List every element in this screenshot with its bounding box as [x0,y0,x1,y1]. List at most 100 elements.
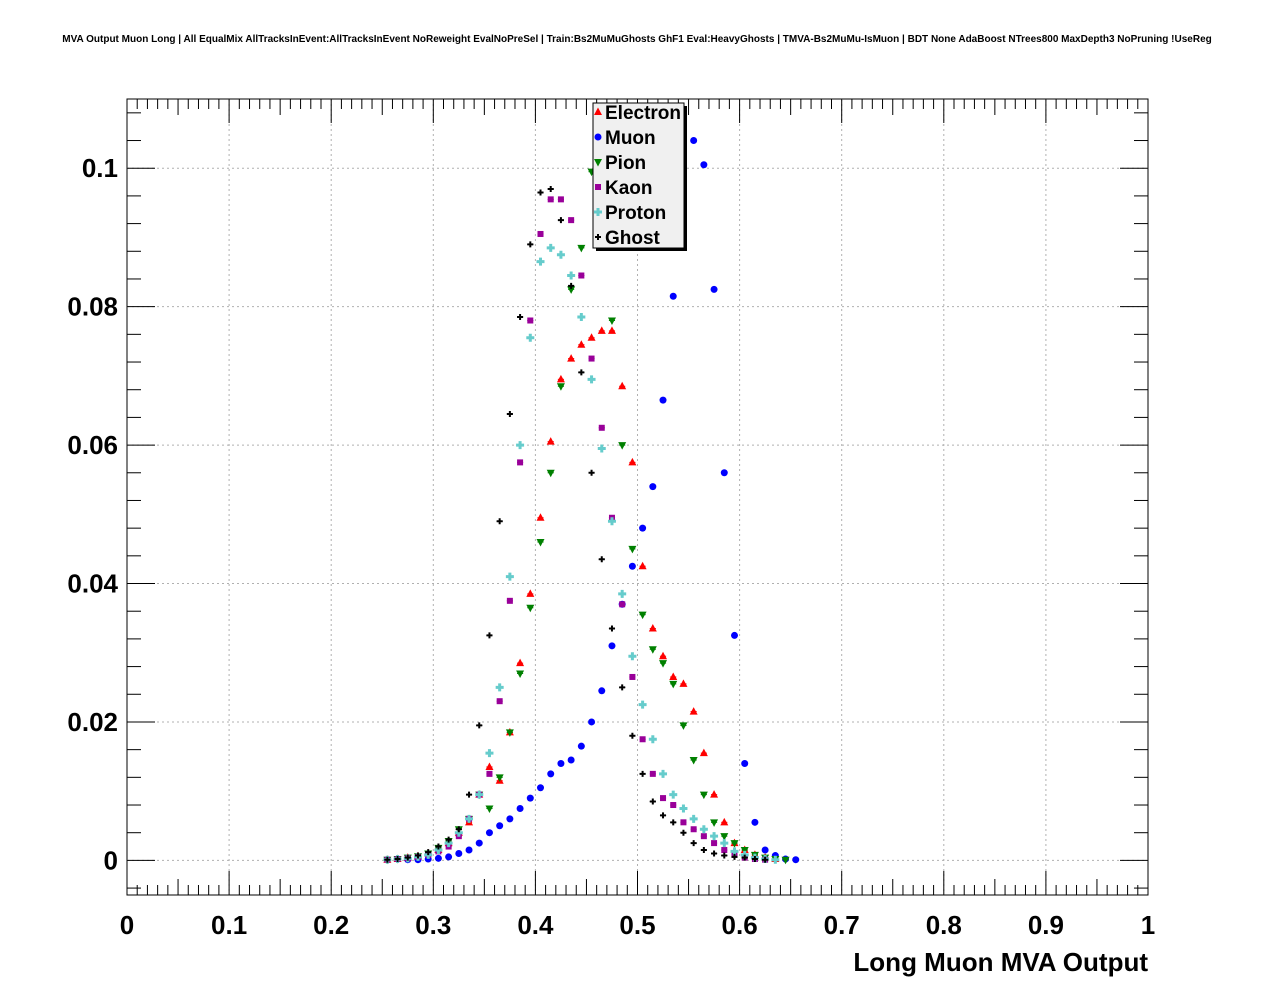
data-point [761,846,769,854]
data-point [669,672,678,680]
data-point [679,804,688,813]
data-point [608,642,616,650]
data-point [762,856,769,863]
legend-marker [594,159,602,167]
data-point [700,833,707,840]
y-tick-label: 0.02 [67,707,118,737]
data-point [475,790,484,799]
x-axis-title: Long Muon MVA Output [853,947,1148,977]
legend-entry-muon: Muon [594,128,656,149]
y-tick-label: 0.04 [67,569,118,599]
data-point [741,854,748,861]
data-point [546,469,555,478]
data-point [618,442,627,450]
data-point [517,314,524,321]
data-point [670,819,677,826]
data-point [577,244,586,253]
data-point [628,545,637,554]
data-point [516,441,525,450]
data-point [751,856,758,863]
data-point [730,840,739,848]
legend-entry-ghost: Ghost [595,228,661,249]
data-point [660,795,667,802]
data-point [730,847,739,856]
data-point [578,369,585,376]
data-point [649,798,656,805]
data-point [699,748,708,757]
data-point [506,410,513,417]
data-point [598,556,605,563]
data-point [445,853,453,861]
data-point [639,736,646,743]
x-tick-labels: 0 0.1 0.2 0.3 0.4 0.5 0.6 0.7 0.8 0.9 1 [120,910,1155,940]
data-point [476,722,483,729]
data-point [496,698,503,705]
data-point [598,424,605,431]
data-point [619,601,626,608]
data-point [425,849,432,856]
data-point [516,804,524,812]
x-tick-label: 0.9 [1028,910,1064,940]
data-point [597,326,606,334]
data-point [485,829,493,837]
x-tick-label: 0.4 [517,910,554,940]
data-point [506,597,513,604]
legend-marker [595,184,601,190]
data-point [680,819,687,826]
data-point [556,374,565,383]
data-point [669,790,678,799]
data-point [546,243,555,252]
y-tick-label: 0.08 [67,292,118,322]
data-point [607,517,616,526]
data-point [710,819,719,827]
legend-label: Proton [605,203,666,224]
data-point [577,340,586,348]
data-point [567,354,576,362]
data-point [638,700,647,709]
data-point [700,847,707,854]
data-point [619,684,626,691]
legend-box [592,102,685,249]
data-point [680,829,687,836]
data-point [537,230,544,237]
legend-label: Kaon [605,178,653,199]
axis-ticks [126,99,1149,895]
data-point [404,854,411,861]
data-point [588,355,595,362]
data-point [638,561,647,570]
data-point [648,646,657,654]
legend-entry-pion: Pion [594,153,646,174]
legend-entry-electron: Electron [594,103,681,124]
data-point [485,805,494,813]
data-point [700,161,708,169]
data-point [720,833,729,841]
data-point [557,759,565,767]
data-point [721,852,728,859]
y-tick-label: 0 [104,845,118,875]
x-tick-label: 0.2 [313,910,349,940]
data-point [741,759,749,767]
data-point [608,625,615,632]
data-point [660,812,667,819]
data-point [556,383,565,391]
data-point [455,826,462,833]
data-point [475,839,483,847]
data-point [690,137,698,145]
data-point [517,459,524,466]
data-point [792,856,800,864]
data-point [466,791,473,798]
data-point [567,756,575,764]
chart-title: MVA Output Muon Long | All EqualMix AllT… [62,34,1212,45]
data-point [454,828,463,837]
data-point [731,853,738,860]
data-point [639,524,647,532]
data-point [669,680,678,689]
data-point [607,317,616,325]
data-point [465,846,473,854]
data-point [587,375,596,384]
data-point [670,802,677,809]
data-point [720,839,729,848]
data-point [536,257,545,266]
data-point [659,651,668,660]
